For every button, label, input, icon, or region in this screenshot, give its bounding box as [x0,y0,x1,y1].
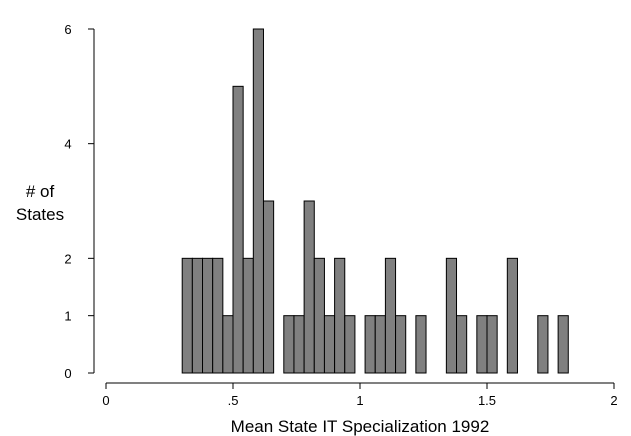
histogram-bar [252,28,264,374]
histogram-bar [191,257,204,374]
x-tick-label: 2 [610,393,617,408]
histogram-bar [476,315,488,374]
histogram-bar [384,257,397,374]
histogram-bar [334,257,346,374]
histogram-bar [293,315,305,374]
y-tick-label: 1 [64,309,71,324]
histogram-bar [395,315,407,374]
histogram-bar [222,315,234,374]
histogram-bar [283,315,295,374]
histogram-bar [445,257,458,374]
histogram-bar [374,315,386,374]
histogram-bars [181,28,569,374]
x-axis-title: Mean State IT Specialization 1992 [231,417,490,436]
histogram-bar [232,85,244,374]
histogram-bar [557,315,569,374]
x-axis-ticks: 0 .5 1 1.5 2 [102,383,618,408]
y-tick-label: 6 [64,22,71,37]
histogram-bar [486,315,498,374]
histogram-bar [456,315,468,374]
histogram-bar [242,257,254,374]
y-tick-label: 4 [64,137,71,152]
y-tick-label: 0 [64,366,71,381]
histogram-bar [303,200,315,374]
x-tick-label: 1.5 [478,393,496,408]
histogram-bar [202,257,214,374]
x-tick-label: 1 [356,393,363,408]
histogram-bar [212,257,224,374]
histogram-bar [262,200,275,374]
y-tick-label: 2 [64,251,71,266]
histogram-bar [506,257,518,374]
histogram-bar [415,315,427,374]
histogram-bar [344,315,356,374]
histogram-bar [313,257,325,374]
x-tick-label: 0 [102,393,109,408]
histogram-bar [364,315,376,374]
y-axis-title-line-2: States [16,205,64,224]
histogram-bar [323,315,336,374]
histogram-bar [537,315,549,374]
y-axis-title-line-1: # of [26,182,55,201]
histogram-bar [181,257,193,374]
y-axis-ticks: 0 1 2 4 6 [64,22,94,381]
x-tick-label: .5 [228,393,239,408]
